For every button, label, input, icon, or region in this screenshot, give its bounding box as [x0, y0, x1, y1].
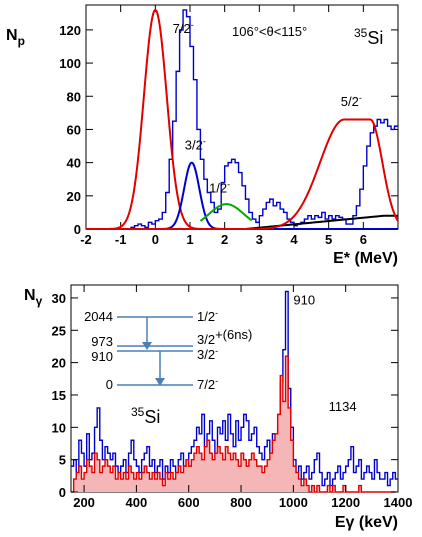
y-tick-label: 0	[59, 485, 66, 500]
level-973-jpi: 3/2+(6ns)	[197, 327, 252, 347]
level-scheme-nucleus: 35Si	[131, 405, 160, 427]
x-tick-label: 5	[325, 232, 332, 247]
y-tick-label: 10	[52, 420, 66, 435]
x-tick-label: 1400	[384, 495, 413, 510]
top-state-labels: 7/2- 3/2- 1/2- 5/2-	[173, 20, 362, 195]
y-tick-label: 60	[67, 122, 81, 137]
level-910-energy: 910	[91, 349, 113, 364]
annotation-label: 5/2-	[341, 93, 362, 109]
annotation-label: 910	[293, 292, 315, 307]
x-tick-label: 800	[230, 495, 252, 510]
x-tick-label: 3	[256, 232, 263, 247]
bottom-peak-labels: 910 1134	[293, 292, 356, 414]
x-tick-label: 600	[178, 495, 200, 510]
y-tick-label: 0	[74, 222, 81, 237]
fit-curve-1/2-	[199, 203, 253, 222]
x-tick-label: 1000	[279, 495, 308, 510]
annotation-label: 1/2-	[209, 179, 230, 195]
y-tick-label: 80	[67, 89, 81, 104]
level-2044-jpi: 1/2-	[197, 308, 218, 324]
y-tick-label: 20	[67, 189, 81, 204]
x-tick-label: -2	[80, 232, 92, 247]
histogram-blue	[71, 290, 398, 487]
x-tick-label: 6	[360, 232, 367, 247]
panel-gamma-spectrum: 200 400 600 800 1000 1200 1400 0 5 10 15 20 25 30 910…	[24, 284, 413, 531]
top-angle-label: 106°<θ<115°	[232, 24, 307, 39]
level-scheme-diagram: 2044 1/2- 973 3/2+(6ns) 910 3/2- 0 7/2- …	[84, 308, 252, 427]
y-tick-label: 40	[67, 156, 81, 171]
x-tick-label: 0	[152, 232, 159, 247]
bottom-y-axis-label: Nγ	[24, 287, 43, 308]
histogram-fill-red	[73, 356, 362, 492]
annotation-label: 7/2-	[173, 20, 194, 36]
level-973-energy: 973	[91, 334, 113, 349]
bottom-x-axis-label: Eγ (keV)	[335, 514, 398, 531]
level-910-jpi: 3/2-	[197, 346, 218, 362]
bottom-histograms	[71, 290, 398, 493]
x-tick-label: 1200	[331, 495, 360, 510]
x-tick-label: 400	[126, 495, 148, 510]
x-tick-label: 200	[73, 495, 95, 510]
annotation-label: 1134	[329, 399, 357, 414]
annotation-label: 3/2-	[185, 136, 206, 152]
y-tick-label: 25	[52, 323, 66, 338]
transition-arrowhead-2	[155, 378, 165, 386]
x-tick-label: 2	[221, 232, 228, 247]
histogram-series	[86, 9, 398, 230]
y-tick-label: 20	[52, 356, 66, 371]
y-tick-label: 15	[52, 388, 66, 403]
x-tick-label: -1	[115, 232, 127, 247]
top-nucleus-label: 35Si	[354, 26, 383, 48]
x-tick-label: 1	[186, 232, 193, 247]
y-tick-label: 100	[59, 56, 81, 71]
top-fit-curves	[86, 8, 399, 230]
top-histogram	[86, 9, 398, 230]
fit-curve-5/2-	[86, 118, 399, 230]
level-2044-energy: 2044	[84, 309, 113, 324]
level-0-jpi: 7/2-	[197, 376, 218, 392]
y-tick-label: 120	[59, 23, 81, 38]
transition-arrowhead-1	[142, 342, 152, 350]
histogram-red	[71, 355, 396, 493]
top-x-axis-label: E* (MeV)	[333, 250, 398, 267]
y-tick-label: 5	[59, 453, 66, 468]
y-tick-label: 30	[52, 291, 66, 306]
top-y-axis-label: Np	[6, 27, 25, 48]
bottom-axis-ticks: 200 400 600 800 1000 1200 1400 0 5 10 15 20 25 30	[52, 285, 413, 510]
x-tick-label: 4	[290, 232, 298, 247]
level-0-energy: 0	[106, 377, 113, 392]
